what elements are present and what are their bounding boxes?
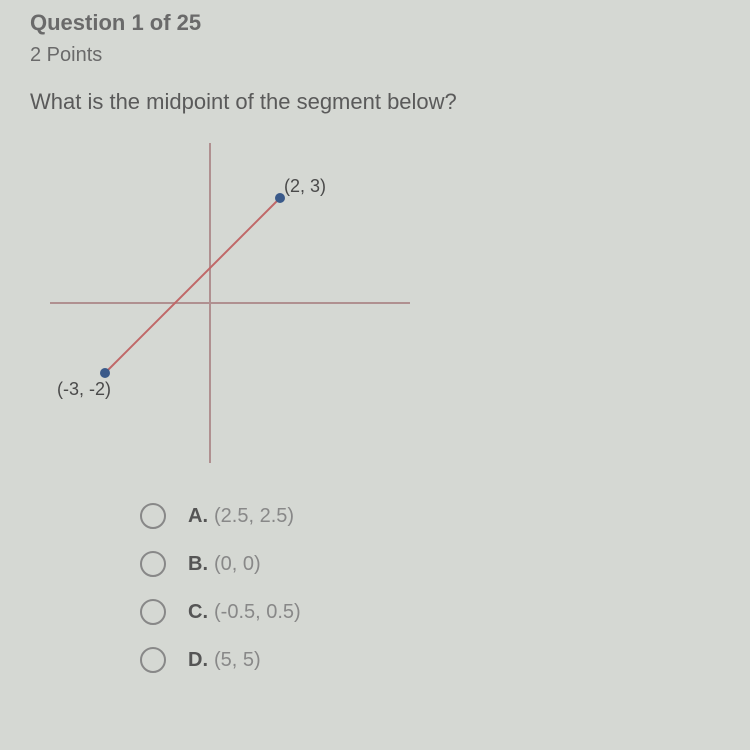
radio-icon[interactable] xyxy=(140,503,166,529)
option-letter: C. xyxy=(188,601,208,624)
question-number: Question 1 of 25 xyxy=(30,10,720,36)
radio-icon[interactable] xyxy=(140,551,166,577)
question-prompt: What is the midpoint of the segment belo… xyxy=(30,89,720,115)
option-a[interactable]: A. (2.5, 2.5) xyxy=(140,503,720,529)
points-label: 2 Points xyxy=(30,44,720,67)
option-letter: D. xyxy=(188,649,208,672)
option-letter: B. xyxy=(188,553,208,576)
option-b[interactable]: B. (0, 0) xyxy=(140,551,720,577)
option-c[interactable]: C. (-0.5, 0.5) xyxy=(140,599,720,625)
radio-icon[interactable] xyxy=(140,647,166,673)
option-text: (0, 0) xyxy=(214,553,261,576)
option-letter: A. xyxy=(188,505,208,528)
graph: (2, 3) (-3, -2) xyxy=(40,133,420,473)
graph-svg xyxy=(40,133,420,473)
point-label-p1: (-3, -2) xyxy=(57,379,111,400)
option-d[interactable]: D. (5, 5) xyxy=(140,647,720,673)
option-text: (2.5, 2.5) xyxy=(214,505,294,528)
radio-icon[interactable] xyxy=(140,599,166,625)
answer-options: A. (2.5, 2.5) B. (0, 0) C. (-0.5, 0.5) D… xyxy=(140,503,720,673)
point-label-p2: (2, 3) xyxy=(284,176,326,197)
option-text: (-0.5, 0.5) xyxy=(214,601,301,624)
option-text: (5, 5) xyxy=(214,649,261,672)
